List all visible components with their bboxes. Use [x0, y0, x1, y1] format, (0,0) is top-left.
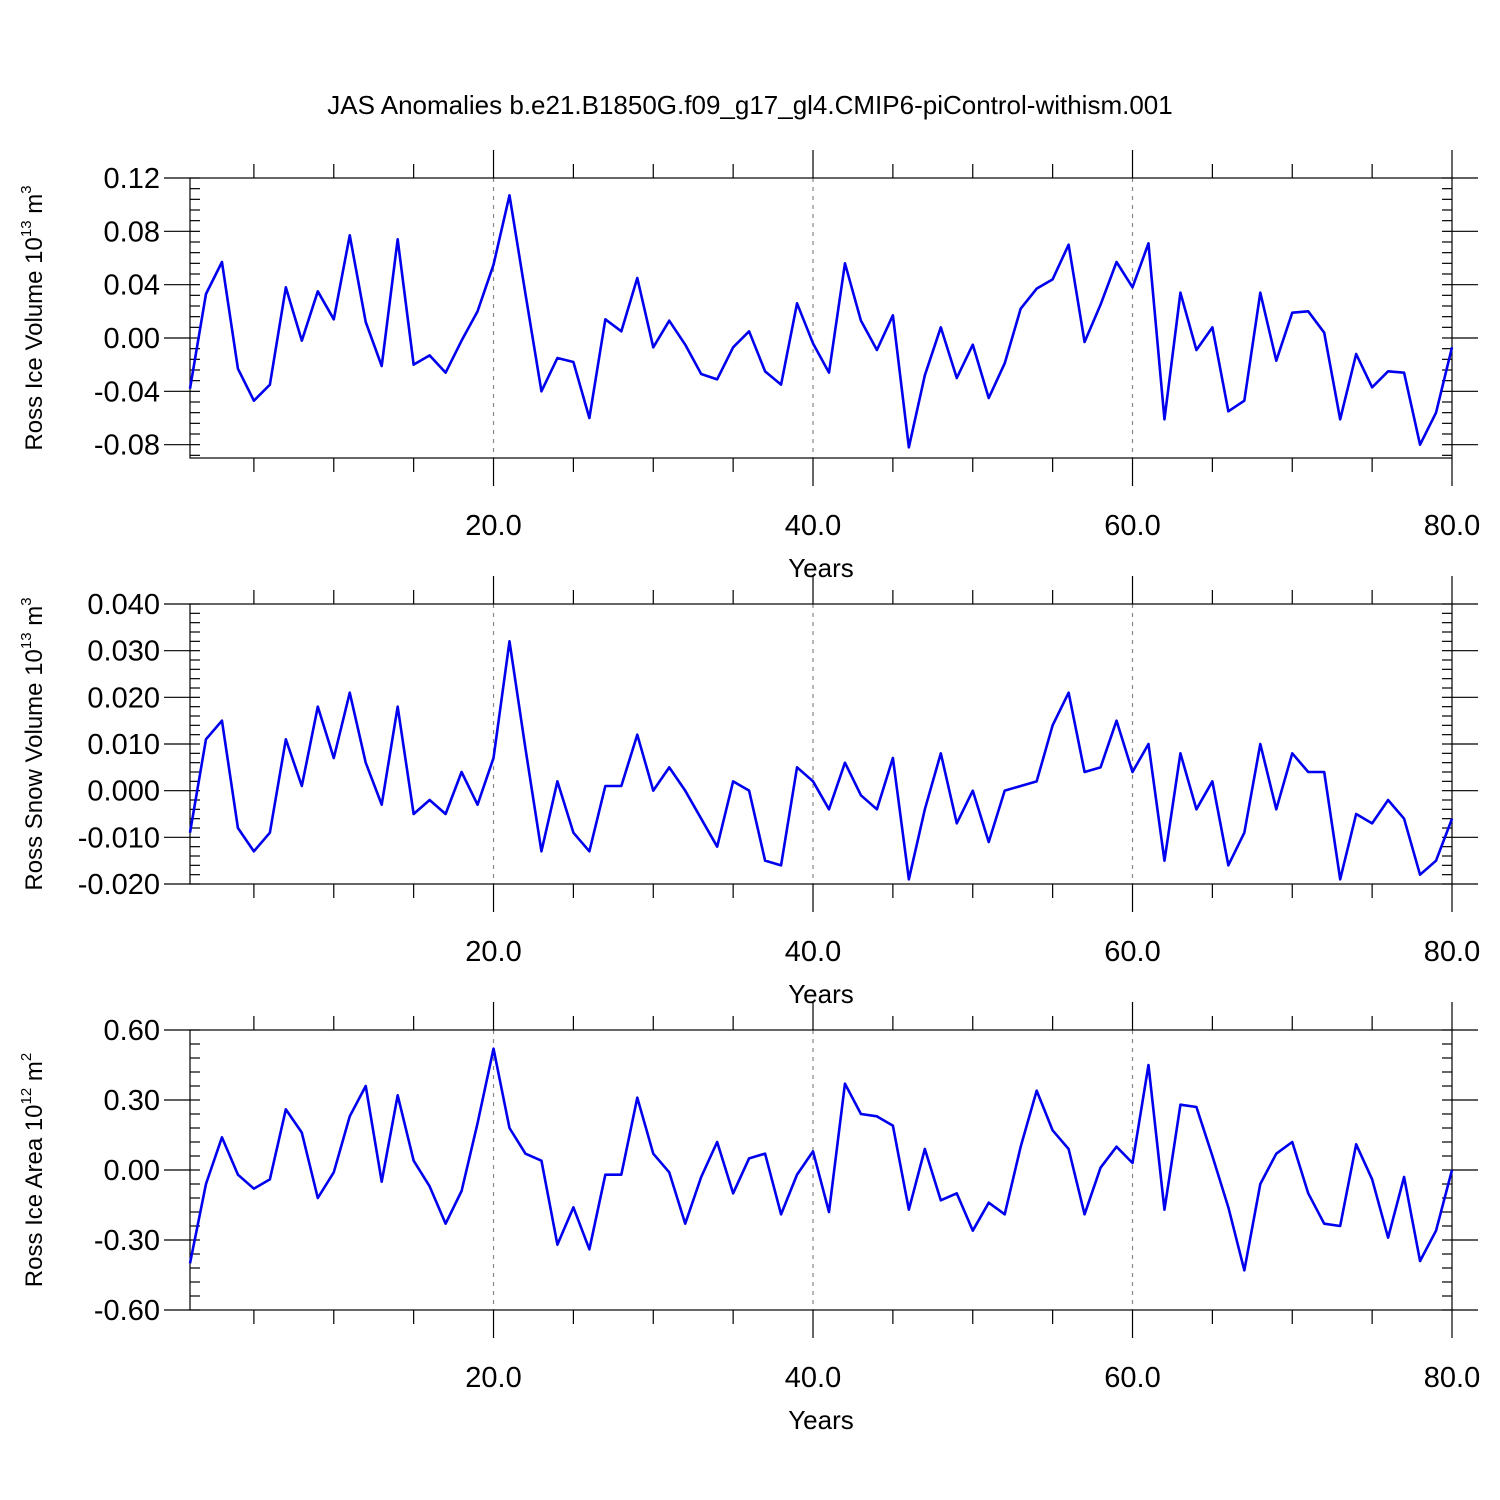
y-tick-label: 0.030: [87, 636, 160, 668]
y-axis-label: Ross Ice Volume 1013 m3: [18, 185, 48, 450]
x-tick-label: 60.0: [1104, 1362, 1160, 1394]
plot-frame: [189, 603, 1453, 885]
y-tick-label: -0.60: [94, 1295, 160, 1327]
panel-1: -0.08 -0.04 0.00 0.04 0.08 0.12 20.0 40.0 60.0 80…: [18, 150, 1480, 583]
y-tick-label: 0.12: [104, 163, 160, 195]
y-tick-label: 0.30: [104, 1085, 160, 1117]
y-tick-label: 0.000: [87, 776, 160, 808]
x-tick-label: 80.0: [1424, 936, 1480, 968]
panel-3: -0.60 -0.30 0.00 0.30 0.60 20.0 40.0 60.0 80.0 Ye…: [18, 1002, 1480, 1435]
y-tick-label: -0.010: [78, 822, 160, 854]
x-tick-label: 60.0: [1104, 510, 1160, 542]
x-axis-label: Years: [788, 553, 854, 583]
panels: -0.08 -0.04 0.00 0.04 0.08 0.12 20.0 40.0 60.0 80…: [18, 150, 1480, 1435]
y-axis-label-unit-exponent: 3: [18, 597, 35, 605]
series-line: [188, 1047, 1454, 1272]
y-tick-label: 0.00: [104, 1155, 160, 1187]
y-tick-label: -0.30: [94, 1225, 160, 1257]
y-tick-label: 0.08: [104, 216, 160, 248]
y-tick-label: -0.08: [94, 430, 160, 462]
series-line: [188, 194, 1454, 449]
x-axis-label: Years: [788, 979, 854, 1009]
panel-2: -0.020 -0.010 0.000 0.010 0.020 0.030 0.040 20.…: [18, 576, 1480, 1009]
y-axis-label-unit: m: [21, 1061, 48, 1088]
y-axis-label-unit-exponent: 2: [18, 1053, 35, 1061]
x-tick-label: 20.0: [465, 510, 521, 542]
x-tick-label: 20.0: [465, 1362, 521, 1394]
series-line: [188, 640, 1454, 881]
plot-frame: [189, 177, 1453, 459]
y-tick-label: -0.04: [94, 376, 160, 408]
y-tick-label: -0.020: [78, 869, 160, 901]
y-axis-label: Ross Snow Volume 1013 m3: [18, 597, 48, 890]
x-tick-label: 40.0: [785, 936, 841, 968]
x-tick-label: 40.0: [785, 510, 841, 542]
y-axis-label-text: Ross Snow Volume 10: [21, 649, 48, 890]
x-tick-label: 80.0: [1424, 510, 1480, 542]
y-axis-label-unit: m: [21, 194, 48, 221]
y-axis-label-exponent: 13: [18, 220, 35, 237]
y-tick-label: 0.60: [104, 1015, 160, 1047]
y-axis-label-text: Ross Ice Volume 10: [21, 237, 48, 450]
y-axis-label-exponent: 12: [18, 1088, 35, 1105]
y-axis-label: Ross Ice Area 1012 m2: [18, 1053, 48, 1287]
x-tick-label: 40.0: [785, 1362, 841, 1394]
x-axis-label: Years: [788, 1405, 854, 1435]
y-tick-label: 0.040: [87, 589, 160, 621]
x-tick-label: 80.0: [1424, 1362, 1480, 1394]
chart-title: JAS Anomalies b.e21.B1850G.f09_g17_gl4.C…: [327, 90, 1172, 120]
x-tick-label: 60.0: [1104, 936, 1160, 968]
y-tick-label: 0.020: [87, 682, 160, 714]
y-axis-label-exponent: 13: [18, 632, 35, 649]
y-tick-label: 0.04: [104, 270, 160, 302]
y-axis-label-text: Ross Ice Area 10: [21, 1104, 48, 1287]
y-tick-label: 0.00: [104, 323, 160, 355]
y-axis-label-unit-exponent: 3: [18, 185, 35, 193]
y-tick-label: 0.010: [87, 729, 160, 761]
y-axis-label-unit: m: [21, 606, 48, 633]
x-tick-label: 20.0: [465, 936, 521, 968]
